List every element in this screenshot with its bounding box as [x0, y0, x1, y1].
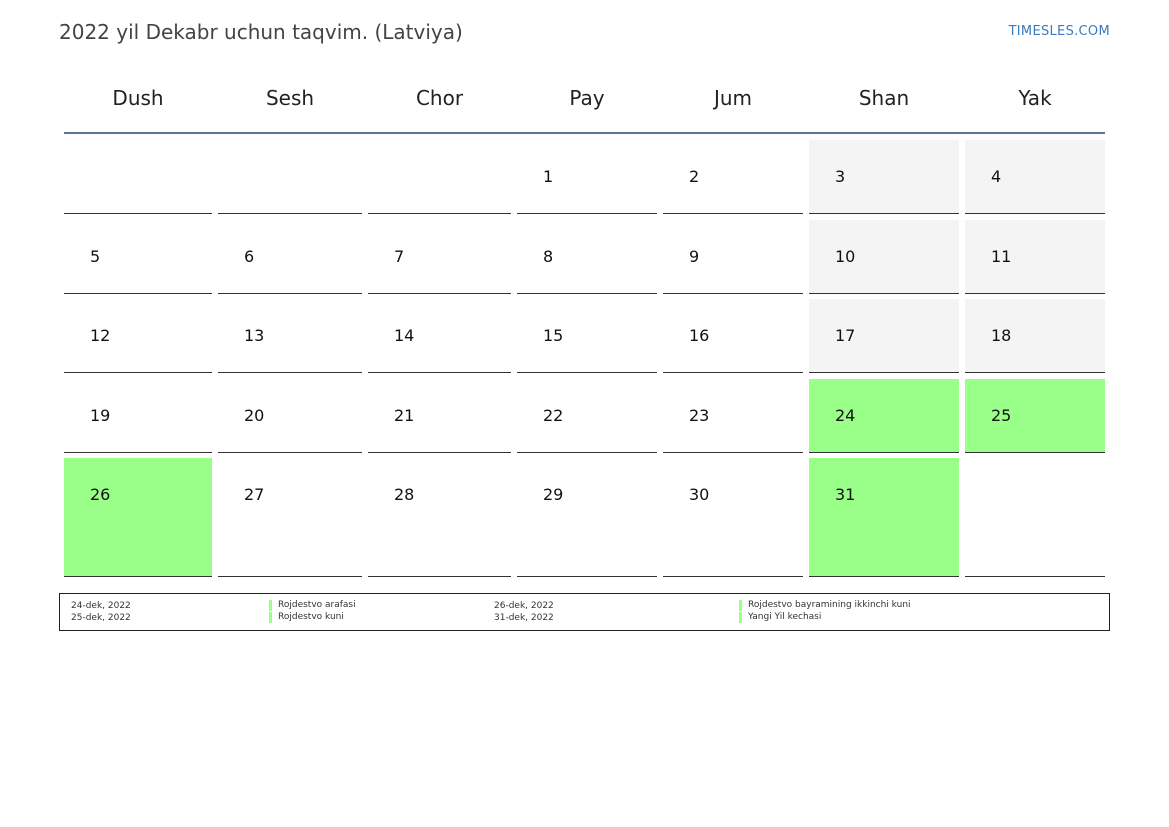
day-number: 29	[543, 485, 564, 504]
day-cell-20[interactable]: 20	[218, 379, 362, 453]
holiday-date: 31-dek, 2022	[494, 613, 554, 623]
holiday-name: Rojdestvo arafasi	[269, 600, 356, 611]
day-number: 23	[689, 406, 710, 425]
day-number: 30	[689, 485, 710, 504]
weekday-dush: Dush	[112, 86, 164, 110]
day-number: 14	[394, 326, 415, 345]
day-cell-25[interactable]: 25	[965, 379, 1105, 453]
day-cell-10[interactable]: 10	[809, 220, 959, 294]
day-cell-18[interactable]: 18	[965, 299, 1105, 373]
day-number: 18	[991, 326, 1012, 345]
holiday-date: 26-dek, 2022	[494, 601, 554, 611]
day-cell-8[interactable]: 8	[517, 220, 657, 294]
day-number: 4	[991, 167, 1002, 186]
day-cell-13[interactable]: 13	[218, 299, 362, 373]
weekday-yak: Yak	[1018, 86, 1052, 110]
day-cell-11[interactable]: 11	[965, 220, 1105, 294]
day-number: 2	[689, 167, 700, 186]
day-cell-4[interactable]: 4	[965, 140, 1105, 214]
day-number: 16	[689, 326, 710, 345]
day-number: 11	[991, 247, 1012, 266]
day-number: 22	[543, 406, 564, 425]
day-cell-22[interactable]: 22	[517, 379, 657, 453]
day-number: 10	[835, 247, 856, 266]
site-link[interactable]: TIMESLES.COM	[1008, 24, 1110, 39]
weekday-pay: Pay	[569, 86, 605, 110]
day-number: 13	[244, 326, 265, 345]
day-cell-31[interactable]: 31	[809, 458, 959, 577]
day-number: 9	[689, 247, 700, 266]
day-cell-19[interactable]: 19	[64, 379, 212, 453]
day-number: 5	[90, 247, 101, 266]
day-number: 8	[543, 247, 554, 266]
holiday-legend: 24-dek, 2022 Rojdestvo arafasi 25-dek, 202…	[59, 593, 1110, 631]
day-cell-3[interactable]: 3	[809, 140, 959, 214]
day-cell-23[interactable]: 23	[663, 379, 803, 453]
day-cell-empty	[368, 140, 511, 214]
day-number: 25	[991, 406, 1012, 425]
day-number: 6	[244, 247, 255, 266]
day-number: 21	[394, 406, 415, 425]
day-number: 1	[543, 167, 554, 186]
day-cell-26[interactable]: 26	[64, 458, 212, 577]
holiday-name: Rojdestvo kuni	[269, 612, 344, 623]
day-number: 24	[835, 406, 856, 425]
weekday-sesh: Sesh	[265, 86, 315, 110]
day-cell-28[interactable]: 28	[368, 458, 511, 577]
day-cell-17[interactable]: 17	[809, 299, 959, 373]
day-cell-7[interactable]: 7	[368, 220, 511, 294]
weekday-header: Dush Sesh Chor Pay Jum Shan Yak	[64, 80, 1105, 134]
page-title: 2022 yil Dekabr uchun taqvim. (Latviya)	[59, 20, 463, 44]
day-cell-5[interactable]: 5	[64, 220, 212, 294]
day-cell-29[interactable]: 29	[517, 458, 657, 577]
day-cell-15[interactable]: 15	[517, 299, 657, 373]
day-cell-24[interactable]: 24	[809, 379, 959, 453]
day-number: 26	[90, 485, 111, 504]
day-number: 12	[90, 326, 111, 345]
day-cell-21[interactable]: 21	[368, 379, 511, 453]
weekday-shan: Shan	[858, 86, 910, 110]
day-cell-empty	[64, 140, 212, 214]
day-number: 15	[543, 326, 564, 345]
day-number: 28	[394, 485, 415, 504]
day-cell-12[interactable]: 12	[64, 299, 212, 373]
day-cell-6[interactable]: 6	[218, 220, 362, 294]
holiday-date: 25-dek, 2022	[71, 613, 131, 623]
day-number: 19	[90, 406, 111, 425]
day-number: 7	[394, 247, 405, 266]
day-number: 20	[244, 406, 265, 425]
day-number: 17	[835, 326, 856, 345]
day-cell-1[interactable]: 1	[517, 140, 657, 214]
day-cell-16[interactable]: 16	[663, 299, 803, 373]
day-cell-27[interactable]: 27	[218, 458, 362, 577]
day-number: 3	[835, 167, 846, 186]
holiday-name: Yangi Yil kechasi	[739, 612, 821, 623]
day-cell-2[interactable]: 2	[663, 140, 803, 214]
holiday-date: 24-dek, 2022	[71, 601, 131, 611]
day-number: 31	[835, 485, 856, 504]
day-cell-30[interactable]: 30	[663, 458, 803, 577]
weekday-jum: Jum	[713, 86, 753, 110]
day-cell-9[interactable]: 9	[663, 220, 803, 294]
weekday-chor: Chor	[415, 86, 464, 110]
holiday-name: Rojdestvo bayramining ikkinchi kuni	[739, 600, 911, 611]
day-cell-empty	[965, 458, 1105, 577]
day-cell-empty	[218, 140, 362, 214]
day-number: 27	[244, 485, 265, 504]
day-cell-14[interactable]: 14	[368, 299, 511, 373]
